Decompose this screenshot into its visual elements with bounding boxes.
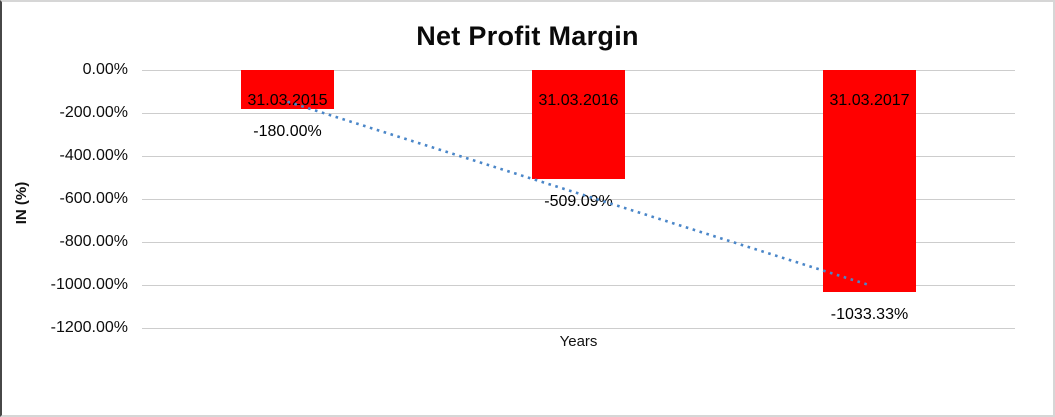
x-axis-title: Years: [559, 333, 598, 350]
y-axis-tick-labels: 0.00% -200.00% -400.00% -600.00% -800.00% -10…: [2, 2, 128, 415]
category-label: 31.03.2016: [538, 92, 619, 109]
y-tick-label: -1200.00%: [50, 319, 128, 336]
y-tick-label: -600.00%: [59, 190, 129, 207]
y-tick-label: 0.00%: [82, 61, 128, 78]
gridline: [142, 328, 1015, 329]
y-tick-label: -200.00%: [59, 104, 129, 121]
category-label: 31.03.2017: [829, 92, 910, 109]
plot-area: 31.03.2015 -180.00% 31.03.2016 -509.09% 31.0…: [142, 70, 1015, 329]
y-tick-label: -400.00%: [59, 147, 129, 164]
value-label: -509.09%: [544, 193, 613, 211]
value-label: -180.00%: [253, 122, 322, 140]
y-tick-label: -800.00%: [59, 233, 129, 250]
y-tick-label: -1000.00%: [50, 276, 128, 293]
category-label: 31.03.2015: [247, 92, 328, 109]
value-label: -1033.33%: [830, 306, 909, 324]
chart-title: Net Profit Margin: [416, 21, 639, 51]
bar-31.03.2016[interactable]: [532, 70, 625, 180]
